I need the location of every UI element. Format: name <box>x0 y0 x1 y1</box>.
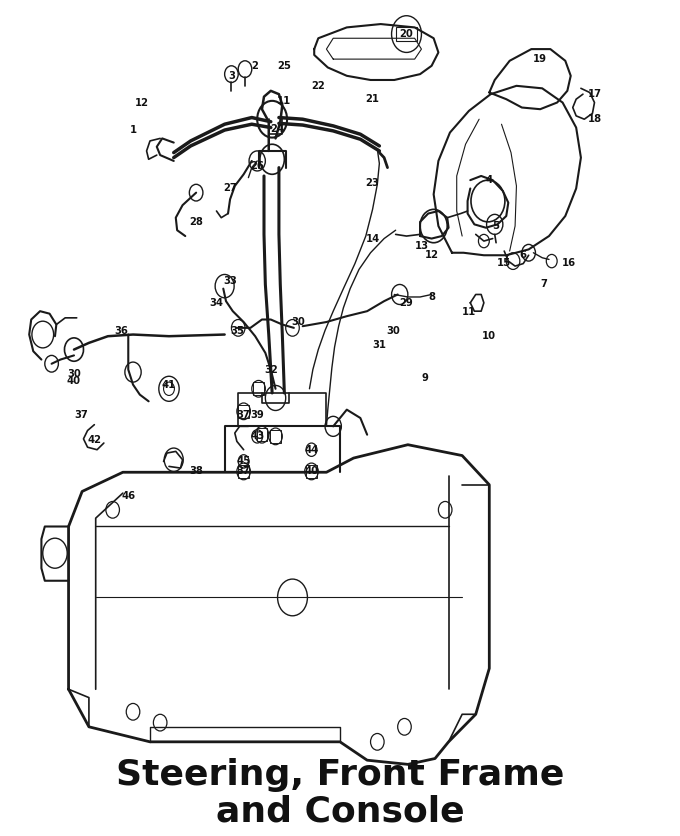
Text: 10: 10 <box>482 331 496 341</box>
Text: 17: 17 <box>588 89 602 99</box>
Text: 1: 1 <box>129 125 137 135</box>
Text: 33: 33 <box>223 276 237 286</box>
Text: 37: 37 <box>237 410 250 420</box>
Text: 36: 36 <box>114 326 129 336</box>
Text: 2: 2 <box>252 61 258 71</box>
Text: 31: 31 <box>373 339 386 349</box>
Text: 46: 46 <box>121 492 135 502</box>
Text: 42: 42 <box>87 435 101 445</box>
Text: 25: 25 <box>277 61 291 71</box>
Text: 39: 39 <box>250 410 264 420</box>
Text: 40: 40 <box>67 376 81 386</box>
Text: 40: 40 <box>305 466 318 477</box>
Text: 23: 23 <box>366 177 379 187</box>
Text: 20: 20 <box>400 29 413 39</box>
Text: 14: 14 <box>365 233 379 243</box>
Text: 7: 7 <box>540 279 547 289</box>
Text: 11: 11 <box>462 307 476 317</box>
Text: 30: 30 <box>291 317 305 327</box>
Text: 18: 18 <box>588 115 602 125</box>
Text: 21: 21 <box>366 94 379 104</box>
Bar <box>238 465 249 478</box>
Text: and Console: and Console <box>216 795 464 829</box>
Text: 30: 30 <box>67 369 81 379</box>
Text: 6: 6 <box>520 250 527 260</box>
Bar <box>396 28 418 41</box>
Text: 43: 43 <box>250 431 265 441</box>
Text: 28: 28 <box>189 217 203 227</box>
Text: 44: 44 <box>305 445 319 455</box>
Text: 35: 35 <box>230 326 244 336</box>
Text: 45: 45 <box>237 456 251 466</box>
Text: 30: 30 <box>386 326 400 336</box>
Text: 8: 8 <box>428 292 435 302</box>
Text: 13: 13 <box>414 241 428 251</box>
Bar <box>253 382 264 395</box>
Text: 22: 22 <box>311 81 325 91</box>
Text: 29: 29 <box>400 298 413 308</box>
Text: 16: 16 <box>562 257 577 268</box>
Text: 37: 37 <box>237 466 250 477</box>
Text: 41: 41 <box>162 380 176 390</box>
Text: 3: 3 <box>228 71 235 81</box>
Text: Steering, Front Frame: Steering, Front Frame <box>116 758 564 793</box>
Text: 11: 11 <box>277 96 292 106</box>
Text: 19: 19 <box>533 54 547 64</box>
Text: 26: 26 <box>250 161 264 171</box>
Text: 38: 38 <box>189 466 203 477</box>
Text: 12: 12 <box>424 250 439 260</box>
Text: 4: 4 <box>486 175 493 185</box>
Bar <box>238 405 249 418</box>
Bar <box>306 465 317 478</box>
Text: 27: 27 <box>223 182 237 192</box>
Text: 34: 34 <box>209 298 224 308</box>
Bar <box>256 428 267 441</box>
Text: 37: 37 <box>74 410 88 420</box>
Bar <box>270 430 281 443</box>
Text: 24: 24 <box>271 125 284 135</box>
Text: 15: 15 <box>497 257 511 268</box>
Text: 12: 12 <box>135 98 149 108</box>
Text: 5: 5 <box>492 221 500 231</box>
Text: 9: 9 <box>422 373 428 383</box>
Text: 32: 32 <box>264 364 277 375</box>
